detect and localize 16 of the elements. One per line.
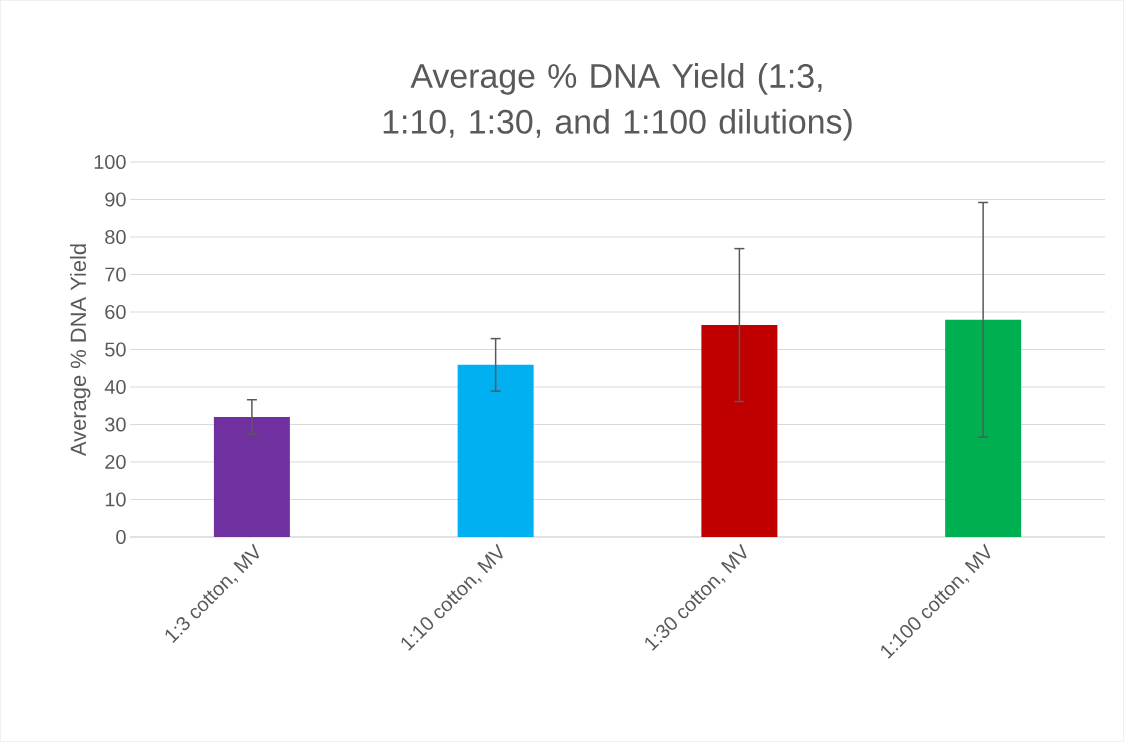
bar (457, 364, 534, 537)
y-tick-label: 40 (104, 379, 126, 395)
y-tick-label: 0 (116, 529, 126, 545)
chart-title: Average % DNA Yield (1:3, 1:10, 1:30, and 1:100 dilutions) (383, 63, 852, 141)
y-tick-label: 30 (105, 417, 126, 432)
y-tick-label: 70 (105, 267, 126, 282)
y-tick-label: 80 (105, 229, 126, 245)
y-tick-label: 60 (105, 304, 126, 320)
y-tick-label: 10 (105, 492, 126, 507)
y-axis-title: Average % DNA Yield (69, 244, 91, 457)
y-tick-label: 50 (105, 342, 126, 357)
bar (213, 416, 290, 537)
bar (701, 325, 778, 537)
y-tick-label: 90 (105, 192, 126, 207)
y-tick-label: 20 (105, 454, 126, 470)
y-tick-label: 100 (94, 154, 126, 170)
